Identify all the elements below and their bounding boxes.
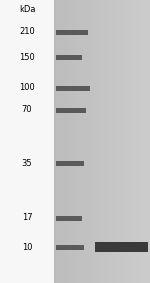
Bar <box>56 30 88 35</box>
Text: kDa: kDa <box>19 5 35 14</box>
Bar <box>56 216 82 221</box>
Text: 17: 17 <box>22 213 32 222</box>
Text: 10: 10 <box>22 243 32 252</box>
Text: 35: 35 <box>22 158 32 168</box>
Text: 150: 150 <box>19 53 35 61</box>
Text: 100: 100 <box>19 83 35 93</box>
Text: 210: 210 <box>19 27 35 37</box>
Bar <box>56 108 86 113</box>
Bar <box>56 55 82 60</box>
Bar <box>56 245 84 250</box>
Bar <box>56 161 84 166</box>
Bar <box>95 242 148 252</box>
Text: 70: 70 <box>22 106 32 115</box>
Bar <box>56 86 90 91</box>
